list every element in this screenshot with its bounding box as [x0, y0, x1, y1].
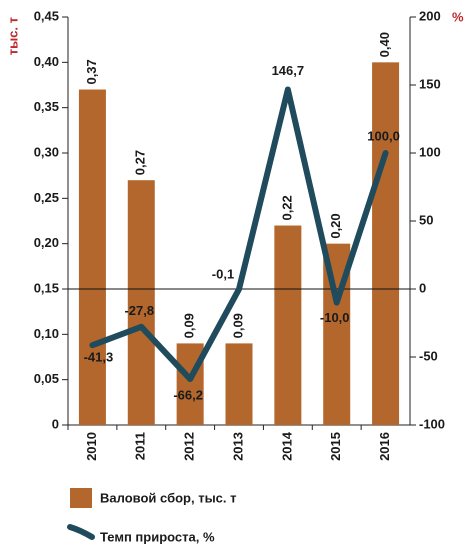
- line-value-label: -10,0: [320, 310, 350, 325]
- bar-value-label: 0,27: [133, 150, 148, 175]
- y2-tick-label: 0: [419, 280, 426, 295]
- y2-tick-label: 200: [419, 8, 441, 23]
- y-axis-label: тыс. т: [5, 17, 20, 55]
- line-value-label: -66,2: [173, 387, 203, 402]
- y2-tick-label: 150: [419, 76, 441, 91]
- y2-axis-label: %: [452, 9, 464, 24]
- x-tick-label: 2012: [182, 432, 197, 461]
- legend-swatch: [70, 488, 92, 508]
- line-value-label: -27,8: [124, 303, 154, 318]
- y-tick-label: 0,05: [34, 371, 59, 386]
- x-tick-label: 2016: [377, 432, 392, 461]
- legend-label: Валовой сбор, тыс. т: [100, 490, 237, 505]
- y-tick-label: 0,10: [34, 326, 59, 341]
- y2-tick-label: 100: [419, 144, 441, 159]
- bar: [274, 225, 302, 425]
- bar-value-label: 0,22: [279, 195, 294, 220]
- bar-value-label: 0,09: [230, 313, 245, 338]
- y-tick-label: 0: [52, 416, 59, 431]
- bar-value-label: 0,09: [182, 313, 197, 338]
- bar: [127, 180, 155, 425]
- y-tick-label: 0,30: [34, 144, 59, 159]
- bar: [372, 62, 400, 425]
- x-tick-label: 2015: [328, 432, 343, 461]
- y-tick-label: 0,25: [34, 190, 59, 205]
- bar-value-label: 0,37: [84, 59, 99, 84]
- line-value-label: -41,3: [84, 350, 114, 365]
- y2-tick-label: -50: [419, 348, 438, 363]
- x-tick-label: 2014: [279, 431, 294, 461]
- x-tick-label: 2010: [84, 432, 99, 461]
- legend-label: Темп прироста, %: [100, 529, 215, 544]
- legend-line: [67, 524, 95, 540]
- y-tick-label: 0,20: [34, 235, 59, 250]
- bar: [225, 343, 253, 425]
- line-value-label: 100,0: [367, 128, 400, 143]
- y-tick-label: 0,35: [34, 99, 59, 114]
- y2-tick-label: -100: [419, 416, 445, 431]
- x-tick-label: 2013: [230, 432, 245, 461]
- y-tick-label: 0,15: [34, 280, 59, 295]
- bar-value-label: 0,40: [377, 32, 392, 57]
- bar-value-label: 0,20: [328, 213, 343, 238]
- y-tick-label: 0,40: [34, 54, 59, 69]
- line-value-label: 146,7: [272, 63, 305, 78]
- y-tick-label: 0,45: [34, 8, 59, 23]
- bar: [78, 89, 106, 426]
- line: [89, 86, 389, 383]
- y2-tick-label: 50: [419, 212, 433, 227]
- x-tick-label: 2011: [133, 432, 148, 460]
- line-value-label: -0,1: [212, 267, 234, 282]
